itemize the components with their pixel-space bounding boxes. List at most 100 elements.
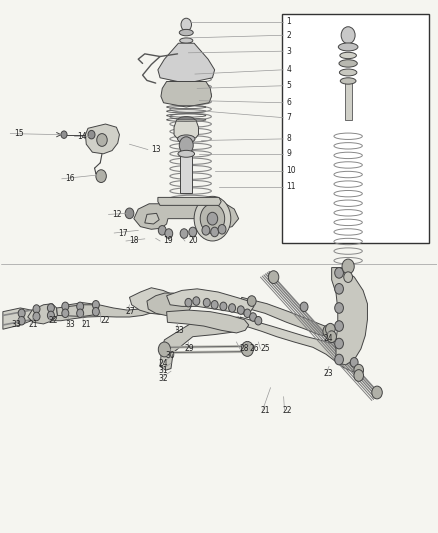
Circle shape (344, 272, 353, 282)
Circle shape (342, 259, 354, 274)
Circle shape (165, 229, 173, 238)
Polygon shape (134, 204, 239, 229)
Ellipse shape (180, 38, 193, 43)
Circle shape (158, 342, 170, 357)
Circle shape (92, 301, 99, 309)
Text: 10: 10 (287, 166, 296, 175)
Text: 6: 6 (287, 98, 292, 107)
Text: 24: 24 (324, 334, 333, 343)
Circle shape (335, 268, 343, 278)
Polygon shape (46, 298, 162, 321)
Text: 12: 12 (112, 210, 121, 219)
Circle shape (18, 317, 25, 325)
Text: 7: 7 (287, 113, 292, 122)
Ellipse shape (177, 135, 195, 143)
Text: 19: 19 (163, 237, 173, 246)
Text: 11: 11 (287, 182, 296, 191)
Circle shape (194, 196, 231, 241)
Text: 1: 1 (287, 18, 291, 27)
Circle shape (211, 227, 219, 237)
Text: 26: 26 (250, 344, 259, 353)
Text: 24: 24 (159, 359, 168, 368)
Circle shape (335, 354, 343, 365)
Ellipse shape (339, 69, 357, 76)
Circle shape (77, 302, 84, 311)
Text: 8: 8 (287, 134, 291, 143)
Polygon shape (3, 308, 33, 329)
Circle shape (200, 204, 225, 233)
Circle shape (202, 225, 210, 235)
Text: 15: 15 (14, 129, 23, 138)
Text: 5: 5 (287, 81, 292, 90)
Circle shape (247, 296, 256, 306)
Polygon shape (158, 43, 215, 82)
Circle shape (97, 134, 107, 147)
Bar (183, 138, 190, 154)
Ellipse shape (340, 52, 357, 59)
Text: 33: 33 (65, 320, 75, 329)
Circle shape (335, 338, 343, 349)
Circle shape (33, 312, 40, 321)
Circle shape (218, 224, 226, 234)
Polygon shape (166, 310, 249, 333)
Text: 27: 27 (125, 307, 135, 316)
Circle shape (354, 365, 364, 376)
Text: 21: 21 (81, 320, 91, 329)
Text: 22: 22 (49, 316, 58, 325)
Text: 13: 13 (151, 145, 161, 154)
Text: 21: 21 (28, 320, 38, 329)
Text: 9: 9 (287, 149, 292, 158)
Circle shape (47, 311, 54, 320)
Circle shape (335, 284, 343, 294)
Text: 22: 22 (100, 316, 110, 325)
Circle shape (220, 302, 227, 311)
Text: 4: 4 (287, 66, 292, 74)
Text: 29: 29 (185, 344, 194, 353)
Ellipse shape (178, 117, 194, 123)
Polygon shape (85, 124, 120, 154)
Text: 25: 25 (261, 344, 270, 353)
Circle shape (335, 321, 343, 332)
Circle shape (211, 301, 218, 309)
Text: 14: 14 (77, 132, 87, 141)
Text: 28: 28 (240, 344, 250, 353)
Circle shape (325, 324, 335, 335)
Circle shape (237, 306, 244, 314)
Circle shape (179, 137, 193, 154)
Polygon shape (130, 288, 182, 314)
Polygon shape (332, 268, 367, 365)
Circle shape (62, 302, 69, 311)
Text: 22: 22 (283, 406, 292, 415)
Ellipse shape (338, 43, 358, 51)
Circle shape (350, 358, 358, 367)
Circle shape (203, 298, 210, 307)
Circle shape (250, 313, 257, 321)
Polygon shape (158, 197, 221, 205)
Circle shape (244, 309, 251, 318)
Circle shape (92, 308, 99, 316)
Circle shape (62, 309, 69, 318)
Circle shape (354, 369, 364, 381)
Polygon shape (174, 120, 198, 138)
Polygon shape (160, 317, 245, 370)
Text: 2: 2 (287, 31, 291, 40)
Circle shape (341, 27, 355, 44)
Text: 30: 30 (166, 351, 176, 360)
Polygon shape (240, 317, 359, 374)
Text: 33: 33 (12, 320, 21, 329)
Circle shape (47, 304, 54, 312)
Bar (180, 155, 192, 193)
Text: 20: 20 (188, 237, 198, 246)
Polygon shape (57, 305, 99, 317)
Circle shape (88, 131, 95, 139)
Circle shape (229, 304, 236, 312)
Text: 3: 3 (287, 47, 292, 55)
Polygon shape (147, 293, 192, 316)
Circle shape (33, 305, 40, 313)
Bar (345, 82, 352, 120)
Circle shape (180, 229, 188, 238)
Circle shape (323, 325, 333, 338)
Polygon shape (145, 213, 159, 224)
Circle shape (327, 331, 336, 343)
Bar (283, 14, 428, 243)
